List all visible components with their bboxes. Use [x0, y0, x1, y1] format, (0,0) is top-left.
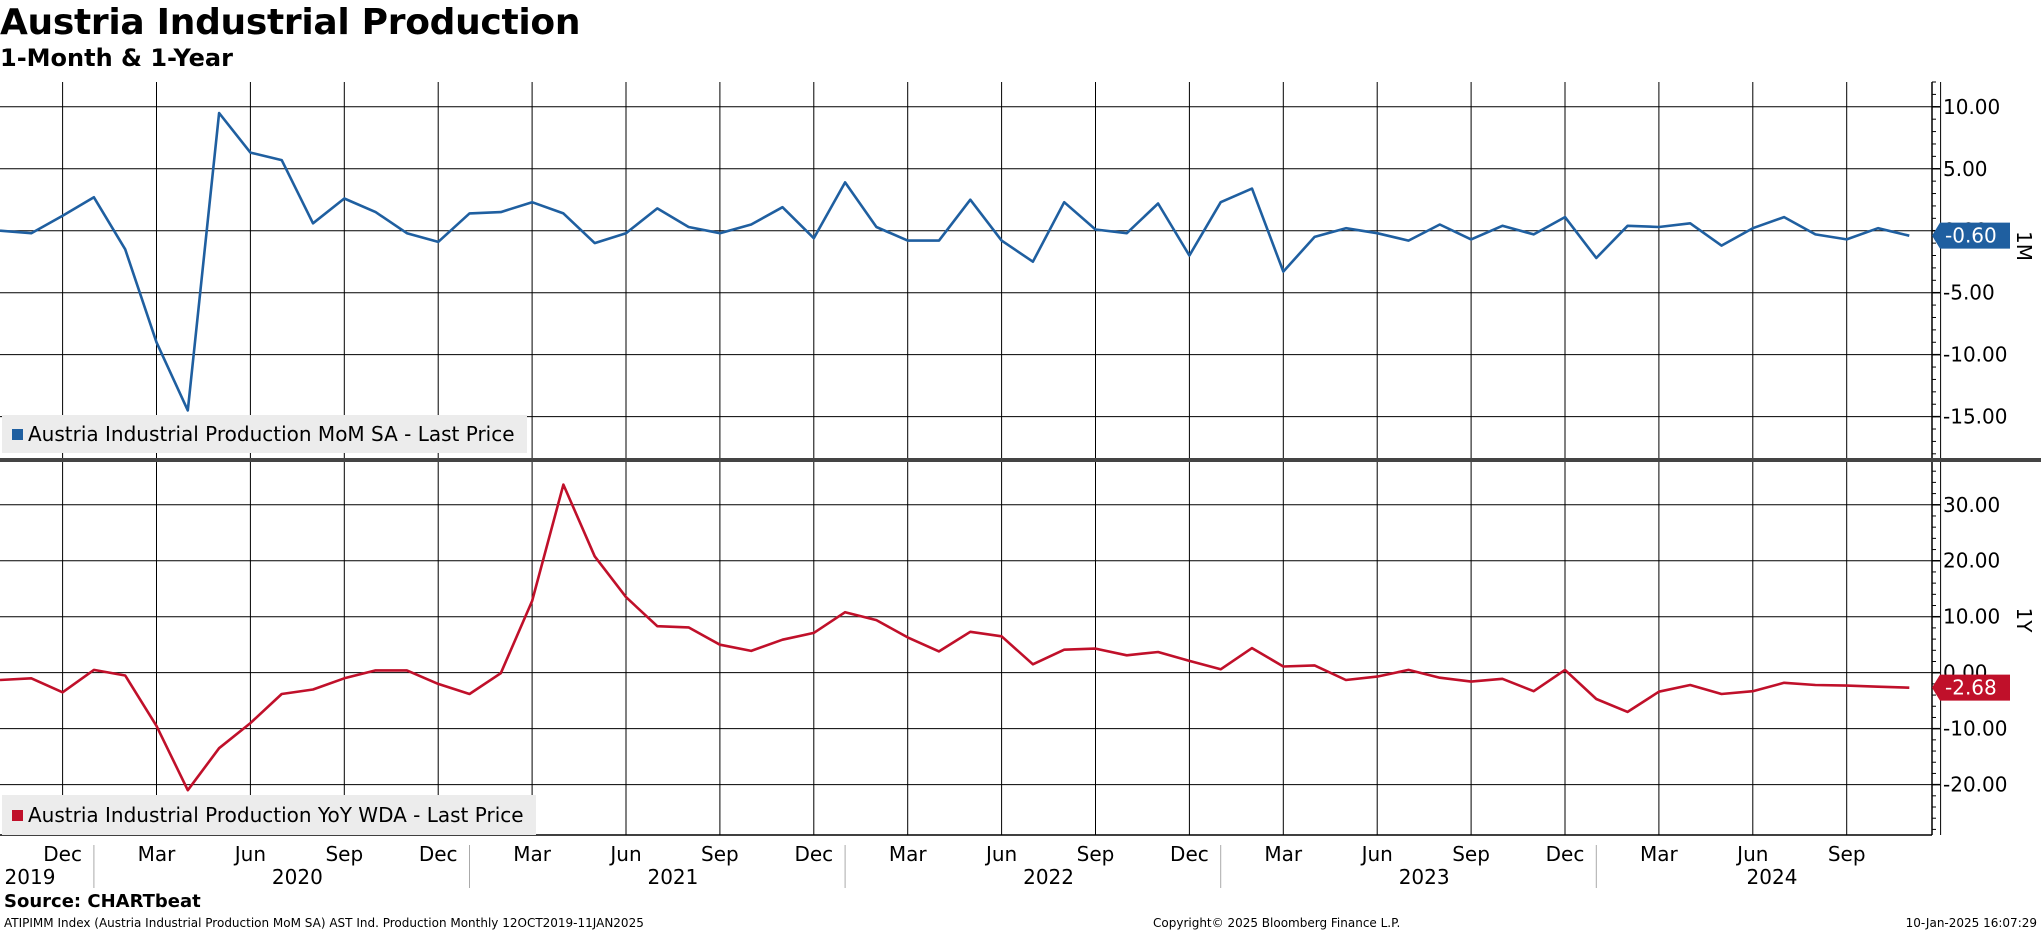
y-tick-label: 10.00	[1943, 605, 2000, 629]
series-layer	[0, 111, 1910, 792]
x-month-label: Mar	[889, 842, 928, 866]
x-month-label: Sep	[1828, 842, 1866, 866]
x-month-label: Jun	[1360, 842, 1393, 866]
y-tick-label: 10.00	[1943, 95, 2000, 119]
legend-swatch-bottom	[12, 809, 23, 821]
footer-ticker: ATIPIMM Index (Austria Industrial Produc…	[4, 916, 644, 930]
y-tick-label: -10.00	[1943, 343, 2007, 367]
x-month-label: Sep	[1077, 842, 1115, 866]
x-year-label: 2019	[5, 865, 56, 889]
x-month-label: Sep	[1452, 842, 1490, 866]
x-month-label: Jun	[984, 842, 1017, 866]
x-month-label: Dec	[794, 842, 833, 866]
x-month-label: Mar	[138, 842, 177, 866]
axis-labels: 10.005.000.00-5.00-10.00-15.00-0.601M30.…	[5, 95, 2036, 889]
x-year-label: 2024	[1747, 865, 1798, 889]
y-tick-label: -15.00	[1943, 405, 2007, 429]
last-value-label: -0.60	[1945, 224, 1997, 248]
x-month-label: Sep	[701, 842, 739, 866]
legend-swatch-top	[12, 428, 23, 440]
y-tick-label: -5.00	[1943, 281, 1995, 305]
panel-label: 1M	[2012, 231, 2036, 261]
chart-title: Austria Industrial Production	[0, 2, 581, 43]
footer-timestamp: 10-Jan-2025 16:07:29	[1905, 916, 2037, 930]
source-note: Source: CHARTbeat	[4, 891, 201, 912]
y-tick-label: -10.00	[1943, 717, 2007, 741]
chart-subtitle: 1-Month & 1-Year	[0, 44, 233, 72]
x-year-label: 2020	[272, 865, 323, 889]
x-month-label: Jun	[233, 842, 266, 866]
x-month-label: Dec	[1170, 842, 1209, 866]
panel-label: 1Y	[2012, 608, 2036, 634]
legend-top: Austria Industrial Production MoM SA - L…	[2, 415, 527, 453]
series-line-1Y	[0, 483, 1910, 792]
y-tick-label: 5.00	[1943, 157, 1988, 181]
y-tick-label: 30.00	[1943, 493, 2000, 517]
series-line-1M	[0, 111, 1910, 412]
x-year-label: 2022	[1023, 865, 1074, 889]
x-month-label: Mar	[513, 842, 552, 866]
last-value-tag	[1932, 674, 2010, 701]
legend-label-top: Austria Industrial Production MoM SA - L…	[28, 422, 515, 446]
legend-bottom: Austria Industrial Production YoY WDA - …	[2, 795, 536, 835]
legend-label-bottom: Austria Industrial Production YoY WDA - …	[28, 803, 524, 827]
x-month-label: Dec	[1546, 842, 1585, 866]
x-month-label: Jun	[608, 842, 641, 866]
x-year-label: 2023	[1399, 865, 1450, 889]
x-month-label: Dec	[43, 842, 82, 866]
x-month-label: Mar	[1640, 842, 1679, 866]
footer-copyright: Copyright© 2025 Bloomberg Finance L.P.	[1153, 916, 1401, 930]
y-tick-label: 20.00	[1943, 549, 2000, 573]
last-value-tag	[1932, 222, 2010, 249]
x-month-label: Jun	[1735, 842, 1768, 866]
last-value-label: -2.68	[1945, 676, 1997, 700]
x-year-label: 2021	[647, 865, 698, 889]
x-month-label: Mar	[1264, 842, 1303, 866]
x-month-label: Sep	[325, 842, 363, 866]
x-month-label: Dec	[419, 842, 458, 866]
axes	[0, 81, 2041, 888]
y-tick-label: -20.00	[1943, 773, 2007, 797]
